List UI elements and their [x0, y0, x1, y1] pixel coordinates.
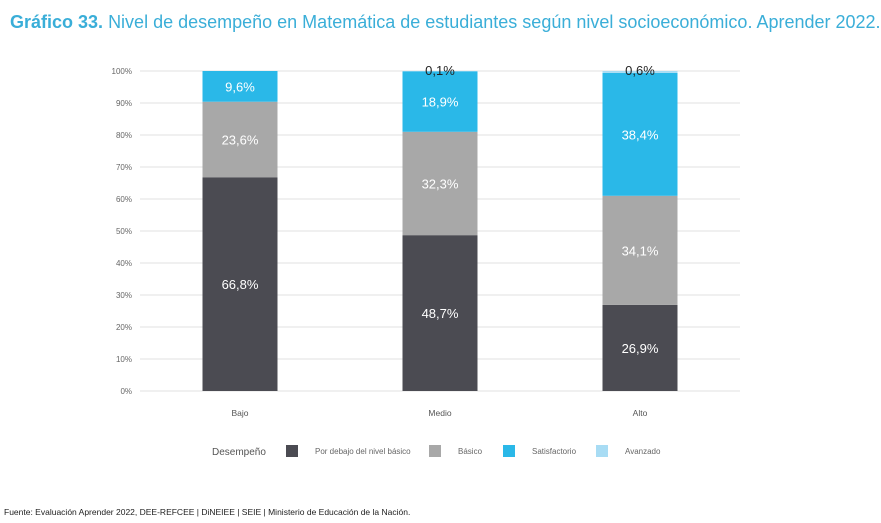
data-label: 32,3%: [422, 176, 459, 191]
legend-label: Básico: [458, 447, 483, 456]
legend-swatch: [286, 445, 298, 457]
y-tick-label: 100%: [112, 67, 132, 76]
x-tick-label: Alto: [633, 408, 648, 418]
bar-segment: [602, 71, 678, 73]
data-label: 34,1%: [622, 243, 659, 258]
bar-segment: [402, 71, 478, 132]
y-tick-label: 0%: [120, 387, 132, 396]
y-tick-label: 70%: [116, 163, 132, 172]
legend-swatch: [503, 445, 515, 457]
legend-swatch: [596, 445, 608, 457]
bar-segment: [402, 71, 478, 72]
legend-swatch: [429, 445, 441, 457]
y-tick-label: 40%: [116, 259, 132, 268]
y-tick-label: 80%: [116, 131, 132, 140]
chart-title-number: Gráfico 33.: [10, 12, 104, 32]
data-label: 48,7%: [422, 306, 459, 321]
stacked-bar-chart: 0% 10% 20% 30% 40% 50% 60% 70% 80% 90% 100% 66,8% 23…: [112, 63, 740, 458]
y-tick-label: 10%: [116, 355, 132, 364]
data-label: 66,8%: [222, 277, 259, 292]
y-tick-label: 90%: [116, 99, 132, 108]
bar-segment: [202, 101, 278, 178]
data-label: 23,6%: [222, 132, 259, 147]
x-tick-label: Medio: [428, 408, 451, 418]
y-tick-label: 50%: [116, 227, 132, 236]
legend-title: Desempeño: [212, 447, 266, 458]
bar-segment: [602, 72, 678, 196]
source-note: Fuente: Evaluación Aprender 2022, DEE-RE…: [4, 507, 411, 517]
bar-segment: [602, 195, 678, 305]
legend-label: Satisfactorio: [532, 447, 577, 456]
data-label: 18,9%: [422, 95, 459, 110]
y-tick-label: 20%: [116, 323, 132, 332]
chart-title: Gráfico 33. Nivel de desempeño en Matemá…: [10, 12, 881, 33]
bar-segment: [202, 177, 278, 391]
y-tick-label: 60%: [116, 195, 132, 204]
data-label: 26,9%: [622, 341, 659, 356]
bar-segment: [202, 71, 278, 102]
data-label: 38,4%: [622, 127, 659, 142]
bar-segment: [402, 131, 478, 236]
y-tick-label: 30%: [116, 291, 132, 300]
data-label: 0,1%: [425, 63, 455, 78]
legend-label: Avanzado: [625, 447, 661, 456]
x-tick-label: Bajo: [231, 408, 248, 418]
bar-segment: [602, 304, 678, 391]
data-label: 0,6%: [625, 63, 655, 78]
chart-title-text: Nivel de desempeño en Matemática de estu…: [108, 12, 881, 32]
legend-label: Por debajo del nivel básico: [315, 447, 411, 456]
bar-segment: [402, 235, 478, 391]
data-label: 9,6%: [225, 79, 255, 94]
